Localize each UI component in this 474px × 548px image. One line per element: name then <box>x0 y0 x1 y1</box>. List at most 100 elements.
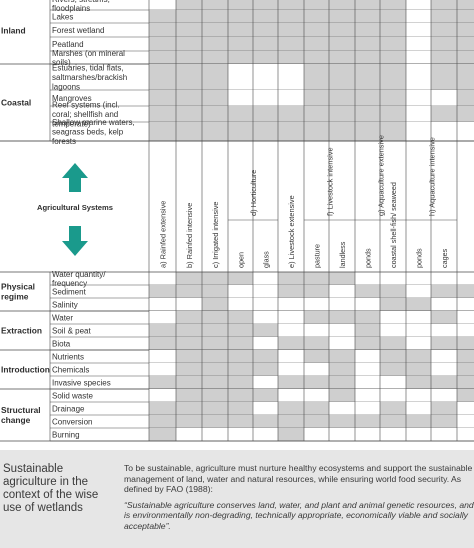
impact-cell <box>304 311 329 324</box>
impact-cell <box>176 402 202 415</box>
impact-cell <box>253 272 278 285</box>
impact-cell <box>431 376 457 389</box>
wetland-cell <box>149 106 176 122</box>
wetland-row-label: Lakes <box>52 13 73 22</box>
wetland-cell <box>149 90 176 106</box>
impact-cell <box>176 350 202 363</box>
wetland-cell <box>149 51 176 64</box>
impact-cell <box>304 337 329 350</box>
wetland-cell <box>228 106 253 122</box>
impact-cell <box>278 272 304 285</box>
impact-cell <box>202 324 228 337</box>
impact-cell <box>457 298 474 311</box>
impact-cell <box>329 363 355 376</box>
impact-cell <box>149 376 176 389</box>
wetland-cell <box>253 122 278 141</box>
system-label: e) Livestock extensive <box>287 195 296 268</box>
wetland-cell <box>228 37 253 51</box>
wetland-cell <box>457 23 474 37</box>
footer-quote: “Sustainable agriculture conserves land,… <box>124 499 474 531</box>
impact-cell <box>457 272 474 285</box>
system-sublabel: pasture <box>313 244 322 268</box>
system-sublabel: ponds <box>364 248 373 268</box>
wetland-cell <box>176 23 202 37</box>
system-label: d) Horticulture <box>249 170 258 216</box>
impact-cell <box>380 298 406 311</box>
impact-cell <box>329 311 355 324</box>
impact-cell <box>431 389 457 402</box>
wetland-row-label: Marshes (on mineral soils) <box>52 49 125 67</box>
wetland-cell <box>253 106 278 122</box>
impact-cell <box>149 272 176 285</box>
wetland-cell <box>355 23 380 37</box>
impact-cell <box>253 389 278 402</box>
impact-cell <box>457 363 474 376</box>
wetland-cell <box>149 64 176 90</box>
wetland-cell <box>329 37 355 51</box>
impact-cell <box>228 415 253 428</box>
wetland-cell <box>304 64 329 90</box>
wetland-cell <box>406 0 431 10</box>
impact-group-label: Physical regime <box>1 282 35 302</box>
impact-cell <box>329 415 355 428</box>
impact-cell <box>406 363 431 376</box>
system-label: g) Aquaculture extensive <box>377 135 386 216</box>
wetland-cell <box>278 10 304 23</box>
wetland-cell <box>457 90 474 106</box>
wetland-cell <box>253 64 278 90</box>
impact-cell <box>380 415 406 428</box>
impact-cell <box>278 324 304 337</box>
impact-cell <box>431 350 457 363</box>
impact-cell <box>457 350 474 363</box>
impact-cell <box>202 389 228 402</box>
wetland-cell <box>329 106 355 122</box>
impact-cell <box>431 285 457 298</box>
impact-cell <box>304 376 329 389</box>
impact-cell <box>457 337 474 350</box>
impact-cell <box>202 363 228 376</box>
wetland-cell <box>202 10 228 23</box>
wetland-cell <box>406 10 431 23</box>
impact-cell <box>457 376 474 389</box>
system-sublabel: ponds <box>415 248 424 268</box>
impact-cell <box>380 363 406 376</box>
impact-row-label: Nutrients <box>52 353 84 362</box>
impact-cell <box>304 402 329 415</box>
impact-cell <box>406 337 431 350</box>
wetland-row-label: Peatland <box>52 40 84 49</box>
wetland-cell <box>228 90 253 106</box>
impact-cell <box>176 363 202 376</box>
impact-cell <box>304 363 329 376</box>
impact-cell <box>329 337 355 350</box>
wetland-cell <box>304 90 329 106</box>
wetland-cell <box>355 106 380 122</box>
wetland-cell <box>228 23 253 37</box>
wetland-cell <box>380 90 406 106</box>
impact-cell <box>202 402 228 415</box>
wetland-cell <box>278 37 304 51</box>
system-label: a) Rainfed extensive <box>159 201 168 268</box>
wetland-cell <box>380 64 406 90</box>
impact-cell <box>228 428 253 441</box>
impact-cell <box>278 363 304 376</box>
impact-cell <box>278 389 304 402</box>
up-arrow-icon <box>62 163 88 192</box>
wetland-cell <box>176 122 202 141</box>
impact-group-label: Introduction <box>1 365 50 375</box>
impact-row-label: Soil & peat <box>52 327 91 336</box>
impact-cell <box>176 389 202 402</box>
wetland-cell <box>457 0 474 10</box>
impact-cell <box>253 324 278 337</box>
wetland-cell <box>457 106 474 122</box>
impact-cell <box>406 350 431 363</box>
impact-row-label: Solid waste <box>52 392 93 401</box>
impact-cell <box>431 428 457 441</box>
wetland-cell <box>304 122 329 141</box>
impact-cell <box>431 402 457 415</box>
wetland-cell <box>202 0 228 10</box>
impact-cell <box>278 415 304 428</box>
impact-cell <box>457 428 474 441</box>
wetland-cell <box>355 64 380 90</box>
impact-cell <box>355 285 380 298</box>
impact-row-label: Sediment <box>52 288 87 297</box>
